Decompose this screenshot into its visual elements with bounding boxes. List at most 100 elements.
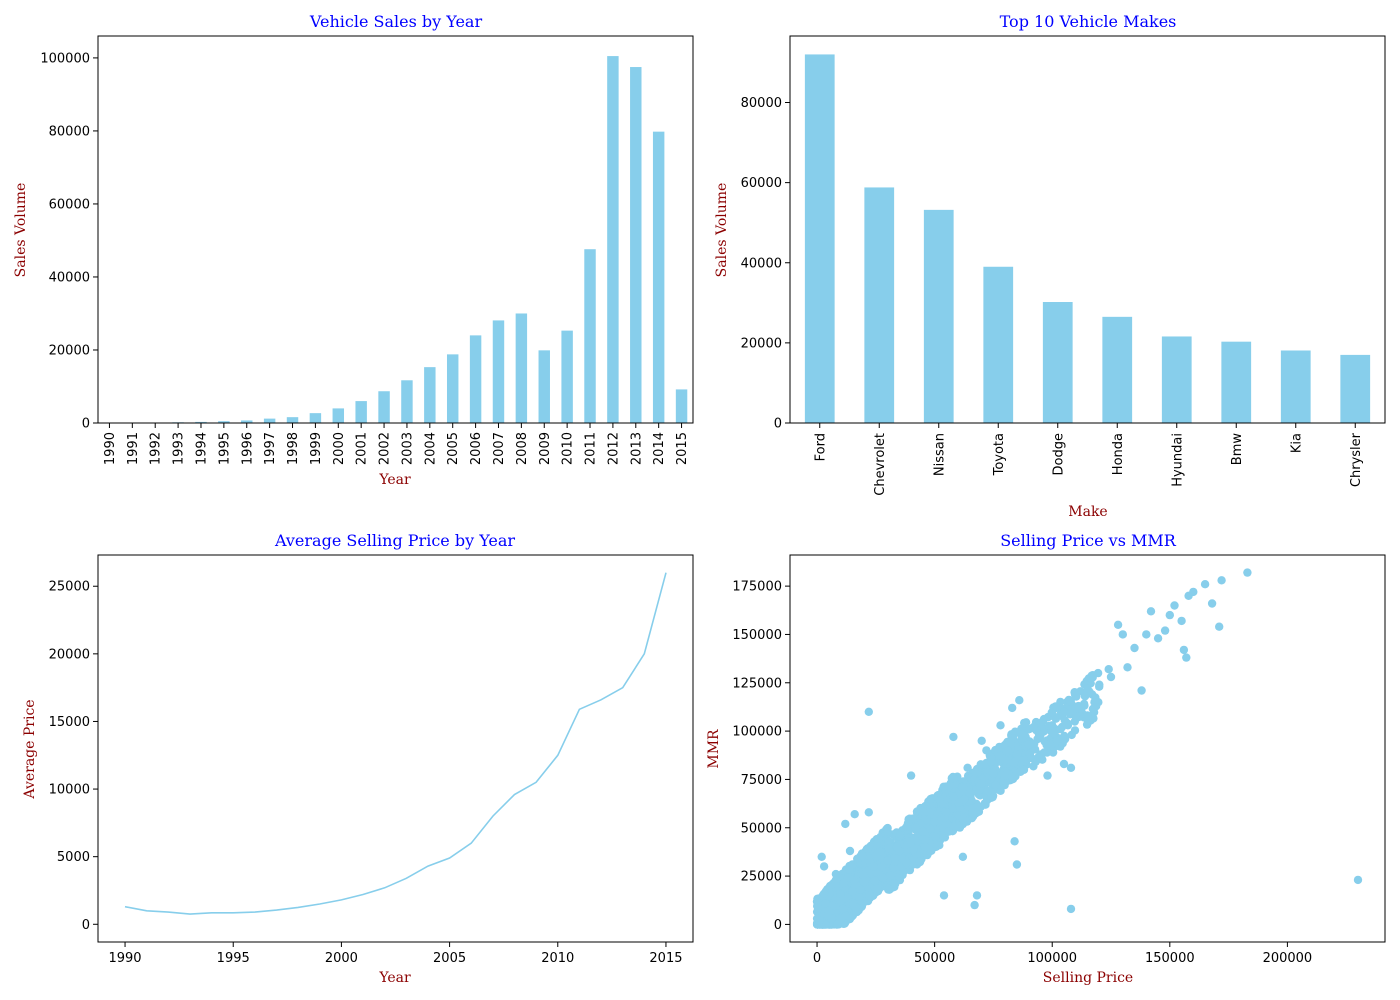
scatter-point bbox=[1024, 740, 1033, 749]
y-tick-label: 0 bbox=[774, 918, 782, 933]
scatter-point bbox=[1066, 763, 1076, 772]
scatter-point bbox=[843, 873, 853, 882]
bar bbox=[515, 313, 528, 423]
x-tick-label: Nissan bbox=[932, 433, 947, 476]
scatter-point bbox=[1012, 860, 1022, 869]
scatter-point bbox=[987, 793, 996, 802]
bar bbox=[1042, 302, 1073, 423]
x-tick-label: 2005 bbox=[446, 432, 461, 465]
y-tick-label: 40000 bbox=[741, 256, 782, 271]
bar bbox=[469, 335, 482, 423]
bar bbox=[584, 249, 596, 423]
scatter-point bbox=[906, 771, 916, 780]
bar bbox=[218, 421, 230, 423]
scatter-point bbox=[814, 903, 823, 912]
scatter-point bbox=[939, 782, 948, 791]
scatter-point bbox=[1071, 703, 1080, 713]
bar bbox=[1280, 350, 1311, 423]
x-tick-label: 1995 bbox=[217, 432, 232, 465]
scatter-point bbox=[965, 788, 975, 798]
bar bbox=[538, 350, 550, 423]
scatter-point bbox=[919, 807, 928, 817]
y-tick-label: 20000 bbox=[49, 343, 90, 358]
bar bbox=[309, 413, 322, 423]
x-tick-label: 2007 bbox=[492, 432, 507, 465]
scatter-point bbox=[1038, 717, 1048, 726]
x-tick-label: Chevrolet bbox=[873, 433, 888, 496]
scatter-point bbox=[863, 844, 872, 853]
scatter-point bbox=[986, 757, 996, 767]
scatter-point bbox=[871, 851, 881, 860]
x-tick-label: 2008 bbox=[515, 432, 530, 465]
scatter-point bbox=[874, 834, 883, 843]
y-tick-label: 0 bbox=[82, 918, 90, 933]
x-tick-label: Chrysler bbox=[1349, 432, 1364, 487]
scatter-point bbox=[911, 823, 920, 832]
y-tick-label: 25000 bbox=[49, 580, 90, 595]
plot-frame bbox=[97, 35, 694, 424]
scatter-point bbox=[819, 862, 829, 871]
scatter-point bbox=[838, 904, 848, 914]
x-tick-label: Kia bbox=[1289, 433, 1304, 453]
series-line bbox=[124, 572, 667, 915]
y-tick-label: 75000 bbox=[741, 773, 782, 788]
scatter-point bbox=[1042, 740, 1051, 750]
y-tick-label: 25000 bbox=[741, 870, 782, 885]
scatter-point bbox=[1215, 622, 1224, 631]
scatter-point bbox=[944, 827, 953, 836]
scatter-point bbox=[841, 819, 850, 829]
x-axis-label: Year bbox=[378, 970, 411, 986]
x-tick-label: 200000 bbox=[1263, 951, 1313, 966]
scatter-point bbox=[1177, 616, 1186, 626]
scatter-point bbox=[1059, 759, 1069, 769]
scatter-point bbox=[821, 899, 830, 908]
y-tick-label: 20000 bbox=[49, 647, 90, 662]
scatter-point bbox=[1165, 610, 1175, 620]
scatter-point bbox=[1019, 765, 1029, 774]
scatter-point bbox=[1066, 904, 1076, 914]
x-tick-label: 2002 bbox=[378, 432, 393, 465]
x-tick-label: 1990 bbox=[103, 432, 118, 465]
scatter-point bbox=[831, 869, 841, 879]
scatter-point bbox=[906, 837, 916, 846]
scatter-point bbox=[937, 831, 946, 840]
scatter-point bbox=[850, 810, 859, 819]
y-tick-label: 175000 bbox=[732, 580, 782, 595]
bar bbox=[263, 418, 276, 423]
x-tick-label: 2000 bbox=[332, 432, 347, 465]
x-tick-label: 1996 bbox=[240, 432, 255, 465]
x-tick-label: 2015 bbox=[649, 951, 682, 966]
y-tick-label: 60000 bbox=[741, 176, 782, 191]
x-tick-label: 0 bbox=[813, 951, 821, 966]
scatter-point bbox=[949, 732, 958, 742]
scatter-point bbox=[1000, 771, 1009, 780]
scatter-point bbox=[954, 798, 963, 807]
chart-title: Vehicle Sales by Year bbox=[309, 12, 483, 31]
scatter-point bbox=[1003, 746, 1013, 755]
scatter-point bbox=[989, 769, 998, 778]
plot-frame bbox=[97, 554, 694, 943]
scatter-point bbox=[930, 817, 939, 827]
scatter-point bbox=[858, 870, 868, 880]
bar bbox=[1161, 336, 1192, 423]
scatter-point bbox=[1160, 626, 1170, 635]
bar bbox=[804, 54, 835, 424]
scatter-point bbox=[1200, 580, 1210, 589]
scatter-point bbox=[883, 856, 892, 865]
bar bbox=[424, 367, 436, 423]
vehicle-sales-by-year-chart: Vehicle Sales by Year 0 20000 40000 60000 80… bbox=[13, 12, 694, 488]
scatter-point bbox=[1243, 568, 1252, 577]
plot-frame bbox=[789, 35, 1386, 424]
scatter-point bbox=[983, 786, 993, 796]
scatter-point bbox=[1008, 703, 1017, 713]
scatter-point bbox=[918, 827, 928, 836]
bar bbox=[561, 330, 573, 423]
x-axis-label: Year bbox=[378, 472, 411, 488]
x-tick-label: 2003 bbox=[400, 432, 415, 465]
y-tick-label: 60000 bbox=[49, 197, 90, 212]
x-tick-label: 1992 bbox=[149, 432, 164, 465]
top-10-vehicle-makes-chart: Top 10 Vehicle Makes 0 20000 40000 60000 800… bbox=[714, 12, 1386, 520]
x-tick-label: 2010 bbox=[541, 951, 574, 966]
scatter-point bbox=[1189, 587, 1198, 597]
x-tick-label: 150000 bbox=[1145, 951, 1195, 966]
